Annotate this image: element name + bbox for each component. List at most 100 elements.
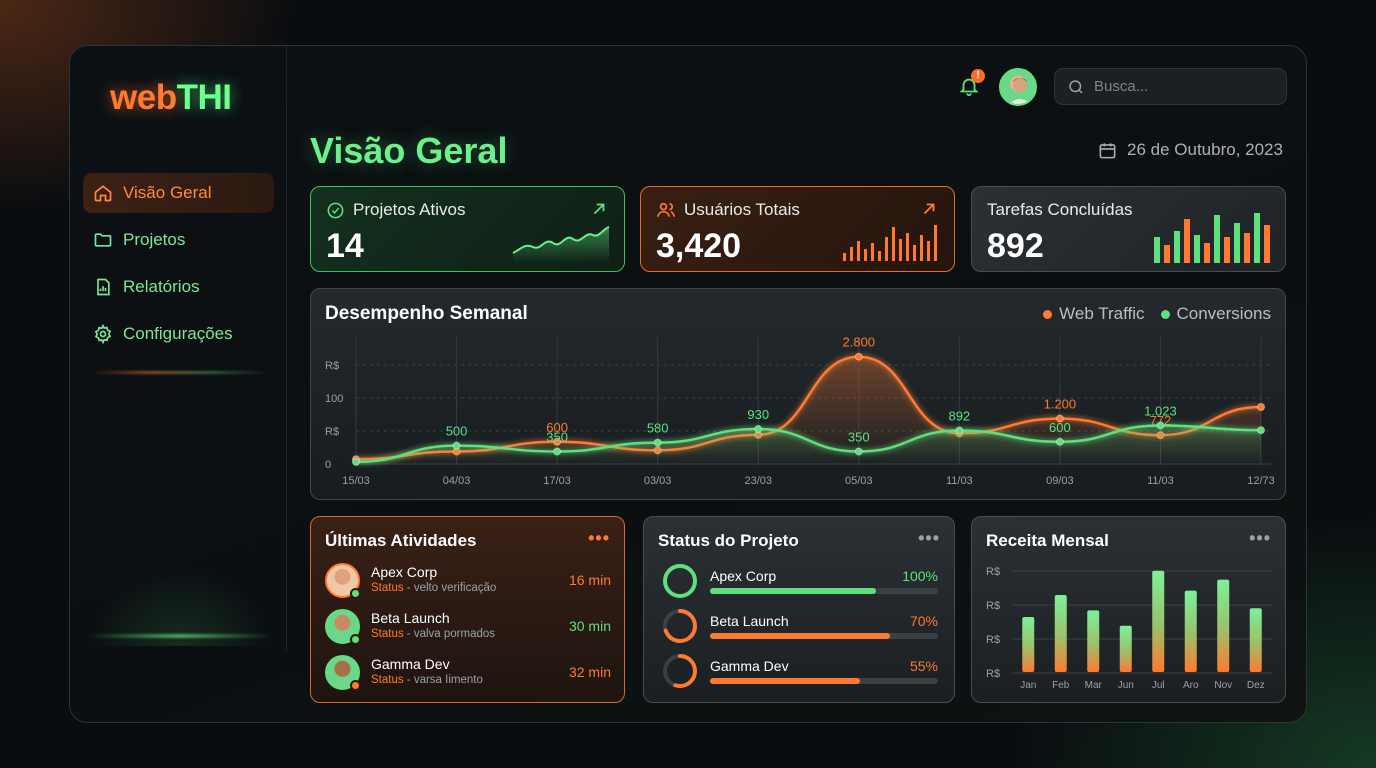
search-box[interactable]: [1054, 68, 1287, 105]
sidebar-item-label: Visão Geral: [123, 183, 212, 202]
project-name: Gamma Dev: [710, 658, 789, 674]
activity-item[interactable]: Beta Launch Status - valva pormados 30 m…: [325, 607, 611, 647]
report-icon: [97, 278, 110, 296]
activity-time: 30 min: [568, 618, 611, 634]
x-tick-label: Mar: [1085, 680, 1103, 691]
progress-ring: [663, 609, 697, 643]
project-status-item[interactable]: Beta Launch 70%: [662, 608, 938, 648]
search-input[interactable]: [1094, 78, 1274, 95]
trend-up-icon: [923, 203, 935, 215]
stat-label-text: Projetos Ativos: [353, 200, 466, 219]
stat-label: Tarefas Concluídas: [987, 200, 1133, 220]
project-percent: 55%: [909, 658, 938, 674]
logo-text-web: web: [110, 78, 177, 117]
page-title: Visão Geral: [310, 130, 508, 171]
data-label: 350: [546, 429, 568, 444]
data-point[interactable]: [1055, 414, 1064, 423]
data-point[interactable]: [754, 425, 763, 434]
sidebar-bottom-glow: [90, 566, 270, 646]
data-point[interactable]: [553, 437, 562, 446]
home-icon: [94, 185, 112, 202]
activity-item[interactable]: Gamma Dev Status - varsa Iimento 32 min: [325, 653, 611, 693]
panel-title: Últimas Atividades: [325, 531, 477, 550]
progress-track: [710, 678, 938, 684]
more-options-icon[interactable]: •••: [1249, 528, 1271, 548]
weekly-performance-card: Desempenho Semanal Web Traffic Conversio…: [310, 288, 1286, 500]
y-tick-label: R$: [986, 634, 1000, 646]
series-area: [356, 425, 1261, 465]
revenue-bar[interactable]: [1022, 617, 1035, 672]
sidebar-item-label: Projetos: [123, 230, 186, 249]
y-tick-label: R$: [986, 668, 1000, 680]
sidebar-bottom-divider: [85, 634, 275, 638]
data-point[interactable]: [1055, 437, 1064, 446]
sidebar-item-configuracoes[interactable]: Configurações: [83, 314, 274, 354]
more-options-icon[interactable]: •••: [588, 528, 610, 548]
status-dot: [350, 588, 361, 599]
sidebar-item-relatorios[interactable]: Relatórios: [83, 267, 274, 307]
data-point[interactable]: [955, 426, 964, 435]
data-point[interactable]: [1156, 421, 1165, 430]
status-dot: [350, 680, 361, 691]
x-tick-label: 05/03: [845, 475, 873, 487]
revenue-bar[interactable]: [1249, 608, 1262, 672]
revenue-bar[interactable]: [1217, 579, 1230, 672]
mini-bars-orange: [843, 225, 937, 261]
data-label: 600: [546, 420, 568, 435]
y-tick-label: 100: [325, 393, 343, 405]
brand-logo[interactable]: webTHI: [110, 78, 232, 118]
sidebar-divider-glow: [90, 371, 270, 374]
activity-name: Apex Corp: [371, 564, 438, 580]
activity-detail: Status - velto verificação: [371, 582, 497, 594]
x-tick-label: Feb: [1052, 680, 1070, 691]
more-options-icon[interactable]: •••: [918, 528, 940, 548]
user-avatar[interactable]: [999, 68, 1037, 106]
data-point[interactable]: [452, 441, 461, 450]
x-tick-label: 11/03: [1147, 475, 1174, 487]
stat-card-tarefas-concluidas[interactable]: Tarefas Concluídas 892: [971, 186, 1286, 272]
x-tick-label: Jan: [1020, 680, 1036, 691]
data-label: 1.023: [1144, 403, 1177, 418]
sidebar-item-visao-geral[interactable]: Visão Geral: [83, 173, 274, 213]
revenue-bar[interactable]: [1184, 590, 1197, 672]
x-tick-label: 15/03: [342, 475, 370, 487]
data-label: 2.800: [843, 335, 876, 350]
data-point[interactable]: [854, 447, 863, 456]
revenue-bar[interactable]: [1087, 610, 1100, 672]
legend-item-conversions[interactable]: Conversions: [1160, 304, 1271, 324]
data-point[interactable]: [553, 447, 562, 456]
status-dot: [350, 634, 361, 645]
x-tick-label: Jul: [1152, 680, 1165, 691]
users-icon: [656, 202, 676, 217]
data-point[interactable]: [1257, 403, 1265, 411]
sparkline-green: [512, 226, 610, 263]
series-area: [356, 356, 1261, 465]
project-percent: 100%: [902, 568, 938, 584]
data-point[interactable]: [352, 457, 360, 466]
data-point[interactable]: [653, 438, 662, 447]
activity-name: Gamma Dev: [371, 656, 450, 672]
activity-name: Beta Launch: [371, 610, 450, 626]
data-point[interactable]: [1257, 426, 1265, 435]
stat-label-text: Tarefas Concluídas: [987, 200, 1133, 219]
progress-fill: [710, 678, 861, 684]
sidebar: webTHI Visão Geral Projetos Relatórios C…: [70, 46, 287, 651]
project-status-item[interactable]: Apex Corp 100%: [662, 563, 938, 603]
stat-card-projetos-ativos[interactable]: Projetos Ativos 14: [310, 186, 625, 272]
gear-icon: [94, 324, 112, 344]
x-tick-label: Dez: [1247, 680, 1265, 691]
legend-item-web-traffic[interactable]: Web Traffic: [1043, 304, 1145, 324]
data-point[interactable]: [854, 352, 863, 361]
stat-card-usuarios-totais[interactable]: Usuários Totais 3,420: [640, 186, 955, 272]
latest-activities-card: Últimas Atividades ••• Apex Corp Status …: [310, 516, 625, 703]
revenue-bar[interactable]: [1152, 570, 1165, 672]
revenue-bar[interactable]: [1119, 625, 1132, 672]
sidebar-item-projetos[interactable]: Projetos: [83, 220, 274, 260]
project-name: Apex Corp: [710, 568, 777, 584]
progress-fill: [710, 588, 877, 594]
project-status-item[interactable]: Gamma Dev 55%: [662, 653, 938, 693]
logo-text-thi: THI: [176, 78, 232, 117]
x-tick-label: 09/03: [1046, 475, 1074, 487]
revenue-bar[interactable]: [1054, 595, 1067, 672]
activity-item[interactable]: Apex Corp Status - velto verificação 16 …: [325, 561, 611, 601]
